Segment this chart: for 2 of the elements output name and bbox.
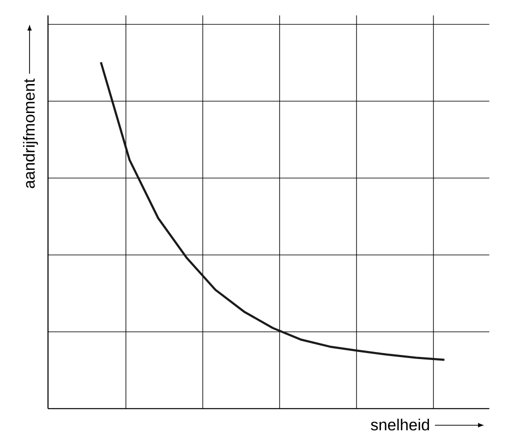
y-axis-title: aandrijfmoment — [23, 78, 38, 188]
x-axis-title: snelheid — [370, 418, 429, 430]
